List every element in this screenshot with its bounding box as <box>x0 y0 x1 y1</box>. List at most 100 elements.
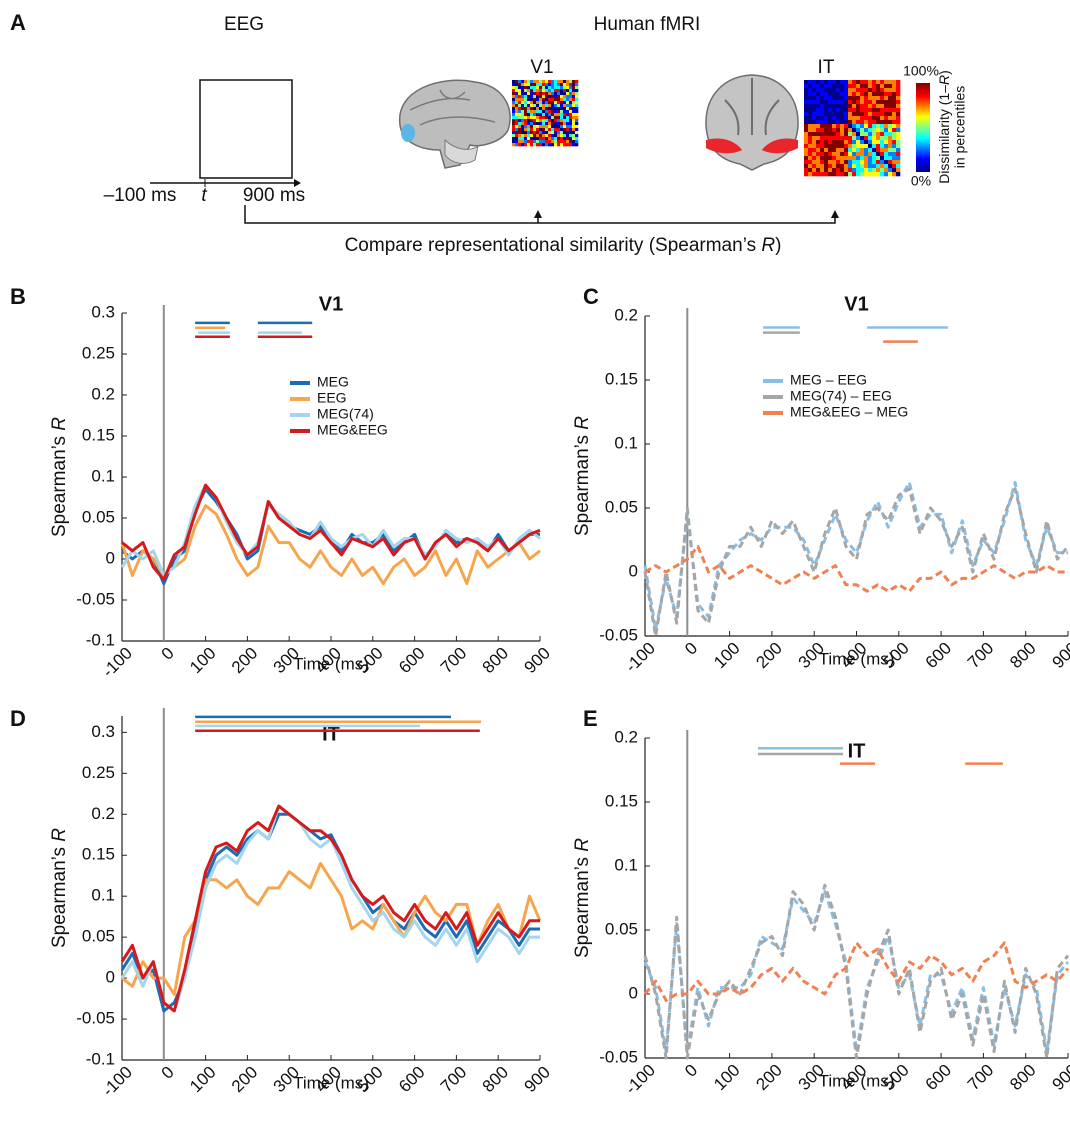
rdm-cell <box>864 160 868 164</box>
colorbar-label-text: Dissimilarity (1– <box>936 85 952 184</box>
rdm-cell <box>530 122 533 125</box>
rdm-cell <box>824 104 828 108</box>
rdm-cell <box>548 143 551 146</box>
rdm-cell <box>572 137 575 140</box>
rdm-cell <box>566 140 569 143</box>
y-tick-label: 0.05 <box>82 507 115 526</box>
rdm-cell <box>527 137 530 140</box>
rdm-cell <box>512 122 515 125</box>
rdm-cell <box>880 80 884 84</box>
rdm-cell <box>868 80 872 84</box>
rdm-cell <box>852 172 856 176</box>
rdm-cell <box>896 96 900 100</box>
rdm-cell <box>808 156 812 160</box>
rdm-cell <box>569 92 572 95</box>
rdm-cell <box>566 143 569 146</box>
rdm-cell <box>808 104 812 108</box>
it-label: IT <box>818 57 835 78</box>
chart-title: V1 <box>844 293 868 315</box>
rdm-cell <box>836 168 840 172</box>
rdm-cell <box>852 168 856 172</box>
chart-title: IT <box>848 740 866 762</box>
rdm-cell <box>860 88 864 92</box>
rdm-cell <box>566 83 569 86</box>
rdm-cell <box>551 125 554 128</box>
rdm-cell <box>888 116 892 120</box>
x-tick-label: 700 <box>964 1061 997 1094</box>
rdm-cell <box>892 96 896 100</box>
rdm-cell <box>864 84 868 88</box>
rdm-cell <box>527 86 530 89</box>
rdm-cell <box>828 156 832 160</box>
rdm-cell <box>572 89 575 92</box>
rdm-cell <box>804 132 808 136</box>
rdm-cell <box>536 122 539 125</box>
x-tick-label: 900 <box>1049 1061 1070 1094</box>
rdm-cell <box>892 80 896 84</box>
rdm-cell <box>566 131 569 134</box>
rdm-cell <box>820 136 824 140</box>
y-tick-label: -0.05 <box>599 625 638 644</box>
rdm-cell <box>860 144 864 148</box>
time-t: t <box>201 185 207 206</box>
rdm-cell <box>868 148 872 152</box>
y-axis-label: Spearman’s R <box>49 417 70 537</box>
colorbar-label-close: ) <box>936 70 952 75</box>
v1-label: V1 <box>530 57 553 78</box>
rdm-cell <box>844 160 848 164</box>
rdm-cell <box>872 164 876 168</box>
rdm-cell <box>840 136 844 140</box>
rdm-cell <box>888 80 892 84</box>
rdm-cell <box>872 172 876 176</box>
rdm-cell <box>575 86 578 89</box>
rdm-cell <box>572 101 575 104</box>
rdm-cell <box>530 107 533 110</box>
rdm-cell <box>808 84 812 88</box>
rdm-cell <box>872 112 876 116</box>
rdm-cell <box>844 136 848 140</box>
rdm-cell <box>527 107 530 110</box>
rdm-cell <box>572 134 575 137</box>
rdm-cell <box>860 132 864 136</box>
rdm-cell <box>828 120 832 124</box>
rdm-cell <box>892 128 896 132</box>
rdm-cell <box>545 86 548 89</box>
rdm-cell <box>836 140 840 144</box>
rdm-cell <box>542 113 545 116</box>
rdm-cell <box>844 100 848 104</box>
rdm-cell <box>876 140 880 144</box>
rdm-cell <box>828 124 832 128</box>
rdm-cell <box>872 152 876 156</box>
rdm-cell <box>832 172 836 176</box>
rdm-cell <box>832 140 836 144</box>
rdm-cell <box>816 100 820 104</box>
rdm-cell <box>864 156 868 160</box>
rdm-cell <box>518 101 521 104</box>
rdm-cell <box>896 160 900 164</box>
rdm-cell <box>816 112 820 116</box>
rdm-cell <box>548 98 551 101</box>
y-axis-label-part: Spearman’s <box>49 842 70 948</box>
x-tick-label: 200 <box>228 644 261 677</box>
rdm-cell <box>554 86 557 89</box>
rdm-cell <box>820 132 824 136</box>
x-axis-label: Time (ms) <box>819 1071 895 1090</box>
x-tick-label: 800 <box>479 644 512 677</box>
rdm-cell <box>560 128 563 131</box>
rdm-cell <box>856 172 860 176</box>
rdm-cell <box>844 116 848 120</box>
rdm-cell <box>545 113 548 116</box>
rdm-cell <box>557 116 560 119</box>
x-tick-label: 700 <box>437 1063 470 1096</box>
rdm-cell <box>848 156 852 160</box>
rdm-cell <box>542 83 545 86</box>
x-tick-label: 0 <box>158 644 178 664</box>
rdm-cell <box>542 137 545 140</box>
rdm-cell <box>575 134 578 137</box>
rdm-cell <box>808 124 812 128</box>
rdm-cell <box>856 132 860 136</box>
x-tick-label: 600 <box>395 1063 428 1096</box>
rdm-cell <box>860 168 864 172</box>
rdm-cell <box>554 116 557 119</box>
rdm-cell <box>527 140 530 143</box>
